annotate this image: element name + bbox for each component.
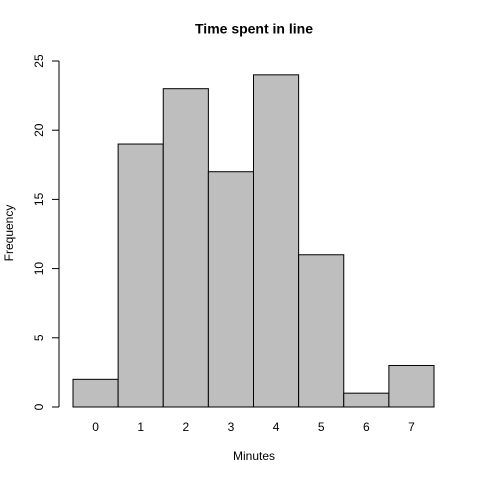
x-axis-label: Minutes [233, 449, 275, 463]
bar [343, 392, 390, 408]
x-tick-label: 3 [228, 420, 235, 434]
bar [72, 378, 119, 408]
bar [388, 364, 435, 408]
y-axis-label: Frequency [2, 205, 16, 262]
x-tick-label: 7 [408, 420, 415, 434]
y-tick-label: 20 [32, 123, 46, 137]
x-tick-label: 2 [182, 420, 189, 434]
x-tick-label: 1 [137, 420, 144, 434]
x-tick-label: 6 [363, 420, 370, 434]
x-tick-label: 0 [92, 420, 99, 434]
y-tick-label: 10 [32, 262, 46, 276]
chart-title: Time spent in line [195, 21, 313, 37]
y-tick-label: 5 [32, 334, 46, 341]
bar [298, 254, 345, 408]
bar [207, 171, 254, 408]
y-tick-label: 25 [32, 54, 46, 68]
bar [117, 143, 164, 408]
x-tick-label: 4 [273, 420, 280, 434]
bar [162, 88, 209, 408]
y-tick-label: 15 [32, 192, 46, 206]
y-tick-label: 0 [32, 403, 46, 410]
x-tick-label: 5 [318, 420, 325, 434]
bar [253, 74, 300, 408]
